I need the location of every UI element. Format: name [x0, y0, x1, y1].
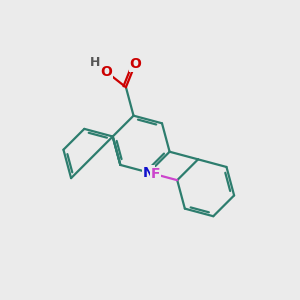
Text: H: H: [89, 56, 100, 69]
Text: F: F: [151, 167, 160, 182]
Text: N: N: [143, 166, 154, 180]
Text: O: O: [129, 57, 141, 71]
Text: O: O: [100, 65, 112, 79]
